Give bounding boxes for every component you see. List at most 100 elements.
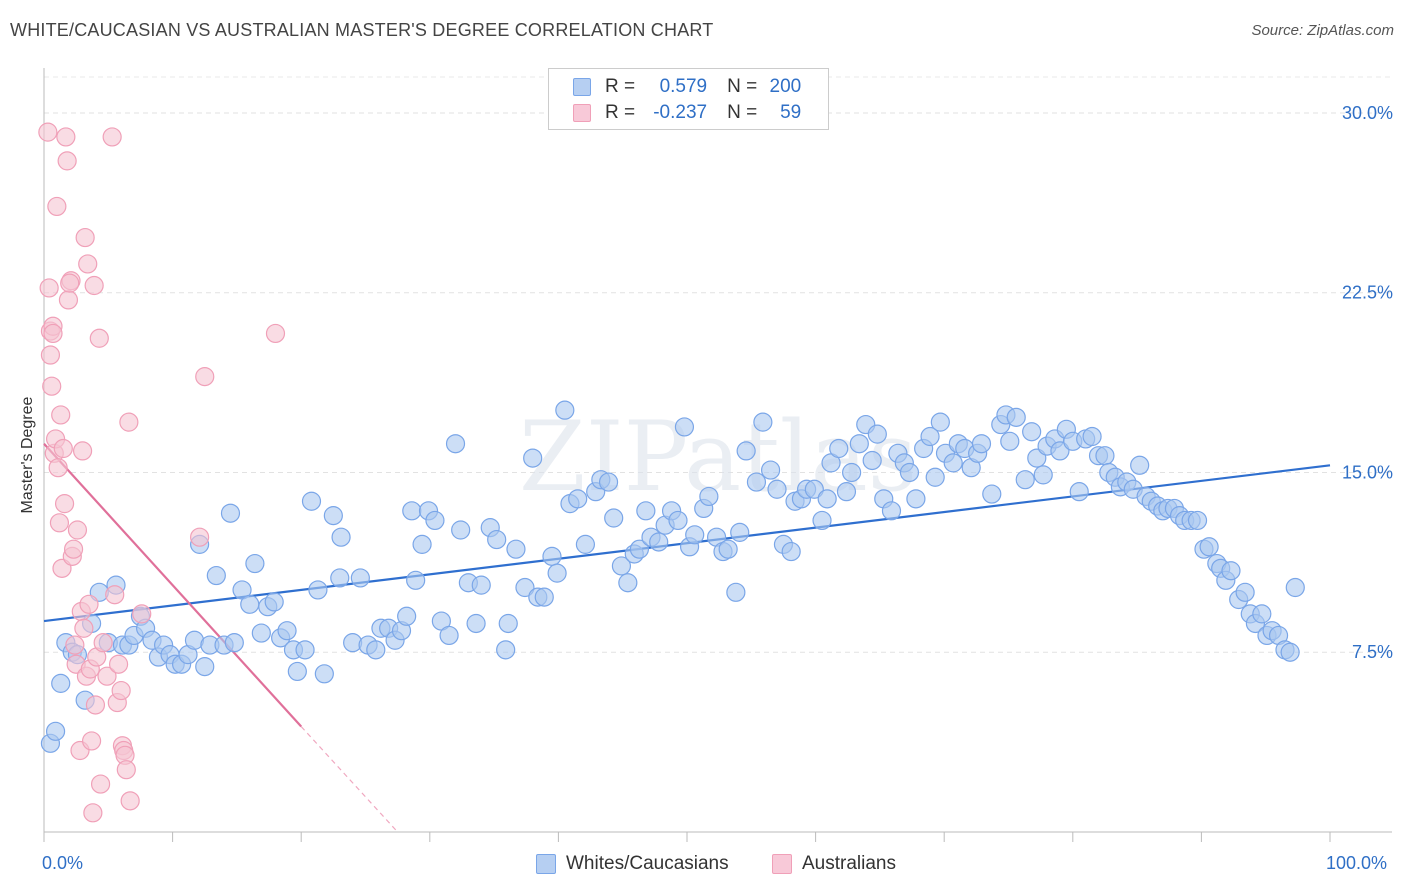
point-australians xyxy=(90,774,111,794)
point-whites xyxy=(251,623,271,643)
point-whites xyxy=(287,661,307,682)
legend-swatch-australians xyxy=(573,104,591,122)
data-points xyxy=(38,122,1305,823)
point-whites xyxy=(618,573,638,593)
point-australians xyxy=(72,441,93,461)
y-tick-label: 15.0% xyxy=(1342,462,1393,482)
series-legend-australians: Australians xyxy=(772,852,896,876)
series-swatch-whites xyxy=(536,854,556,874)
point-whites xyxy=(746,472,767,492)
point-whites xyxy=(930,412,950,432)
point-whites xyxy=(445,434,466,454)
point-australians xyxy=(97,666,117,686)
point-whites xyxy=(836,482,857,502)
point-whites xyxy=(1082,426,1102,447)
point-whites xyxy=(842,462,862,483)
point-australians xyxy=(65,635,85,655)
point-australians xyxy=(53,438,73,459)
point-australians xyxy=(56,127,76,147)
point-whites xyxy=(220,503,241,523)
point-australians xyxy=(79,594,99,614)
legend-row-australians: R = -0.237 N = 59 xyxy=(573,101,801,125)
point-whites xyxy=(1000,431,1020,451)
point-whites xyxy=(804,479,824,499)
point-whites xyxy=(971,434,992,454)
point-australians xyxy=(51,405,71,425)
point-australians xyxy=(265,323,286,344)
point-whites xyxy=(314,664,334,684)
legend-n-value: 59 xyxy=(780,102,802,123)
point-whites xyxy=(1033,465,1053,485)
point-whites xyxy=(575,534,596,554)
point-whites xyxy=(781,541,801,562)
series-swatch-australians xyxy=(772,854,792,874)
point-australians xyxy=(74,618,94,638)
point-whites xyxy=(920,426,940,447)
point-whites xyxy=(862,450,882,471)
point-whites xyxy=(45,721,66,741)
point-whites xyxy=(487,529,507,550)
legend-n-value: 200 xyxy=(769,76,802,97)
point-whites xyxy=(767,479,787,499)
axes xyxy=(43,68,1392,842)
point-whites xyxy=(466,613,486,634)
point-whites xyxy=(1006,407,1026,427)
y-tick-labels: 7.5% 15.0% 22.5% 30.0% xyxy=(1342,103,1393,662)
point-australians xyxy=(108,654,129,674)
point-whites xyxy=(849,434,869,454)
series-legend-whites: Whites/Caucasians xyxy=(536,852,729,876)
point-australians xyxy=(85,695,106,715)
point-whites xyxy=(471,575,491,595)
point-australians xyxy=(39,278,59,298)
point-whites xyxy=(943,453,963,473)
point-whites xyxy=(330,568,350,588)
point-whites xyxy=(412,534,432,554)
legend-swatch-whites xyxy=(573,78,591,96)
point-whites xyxy=(496,640,516,660)
point-whites xyxy=(604,508,624,528)
point-whites xyxy=(668,510,688,531)
trend-line-australians xyxy=(43,442,303,728)
point-australians xyxy=(119,412,139,432)
point-australians xyxy=(102,127,122,147)
point-whites xyxy=(206,565,226,586)
point-australians xyxy=(47,196,67,217)
point-whites xyxy=(1285,577,1305,598)
legend-r-value: 0.579 xyxy=(659,76,708,97)
point-whites xyxy=(323,506,343,526)
point-whites xyxy=(547,563,567,583)
point-whites xyxy=(1187,510,1208,531)
trend-line-australians-extension xyxy=(300,726,399,833)
point-australians xyxy=(105,585,125,605)
point-whites xyxy=(51,673,71,693)
chart-source: Source: ZipAtlas.com xyxy=(1251,22,1394,39)
point-whites xyxy=(753,412,773,432)
point-whites xyxy=(308,580,328,600)
point-whites xyxy=(240,594,260,614)
legend-n-label: N = xyxy=(727,102,758,123)
point-whites xyxy=(515,577,535,598)
point-whites xyxy=(1015,470,1035,490)
series-australians xyxy=(38,122,286,823)
point-whites xyxy=(568,489,588,509)
series-name-whites: Whites/Caucasians xyxy=(566,853,729,874)
point-australians xyxy=(81,731,102,751)
point-australians xyxy=(43,323,63,344)
point-whites xyxy=(982,484,1002,504)
point-australians xyxy=(67,520,88,540)
point-whites xyxy=(718,539,738,559)
point-whites xyxy=(451,520,471,540)
point-whites xyxy=(1235,582,1255,602)
point-whites xyxy=(425,510,445,531)
point-australians xyxy=(78,254,98,274)
point-whites xyxy=(598,472,619,492)
point-whites xyxy=(611,556,632,576)
point-whites xyxy=(867,424,887,444)
point-australians xyxy=(83,803,103,823)
point-whites xyxy=(224,633,244,653)
point-whites xyxy=(542,546,562,566)
point-whites xyxy=(523,448,543,468)
point-whites xyxy=(699,486,719,507)
point-whites xyxy=(817,489,837,509)
